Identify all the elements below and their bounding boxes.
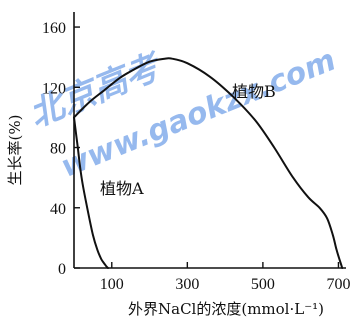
x-axis-title: 外界NaCl的浓度(mmol·L⁻¹) <box>128 300 324 318</box>
y-tick-label: 0 <box>58 261 66 278</box>
y-tick-label: 160 <box>42 20 66 37</box>
watermark: 北京高考 www.gaokzx.com <box>24 43 341 185</box>
watermark-url: www.gaokzx.com <box>56 43 341 185</box>
x-tick-label: 500 <box>251 276 275 293</box>
axes <box>73 12 346 269</box>
x-tick-label: 300 <box>175 276 199 293</box>
y-axis-title: 生长率(%) <box>6 115 24 186</box>
series-line-plant-b <box>73 57 344 269</box>
series-label-plant-b: 植物B <box>232 82 276 101</box>
series-layer <box>73 57 344 269</box>
series-label-plant-a: 植物A <box>100 179 144 198</box>
y-tick-label: 40 <box>50 201 66 218</box>
y-tick-label: 120 <box>42 80 66 97</box>
ticks: 0 40 80 120 160 100 300 500 700 <box>42 20 350 293</box>
x-tick-label: 700 <box>326 276 350 293</box>
y-tick-label: 80 <box>50 141 66 158</box>
x-tick-label: 100 <box>100 276 124 293</box>
series-line-plant-a <box>73 116 109 269</box>
labels: 植物A 植物B 外界NaCl的浓度(mmol·L⁻¹) 生长率(%) <box>6 82 324 318</box>
